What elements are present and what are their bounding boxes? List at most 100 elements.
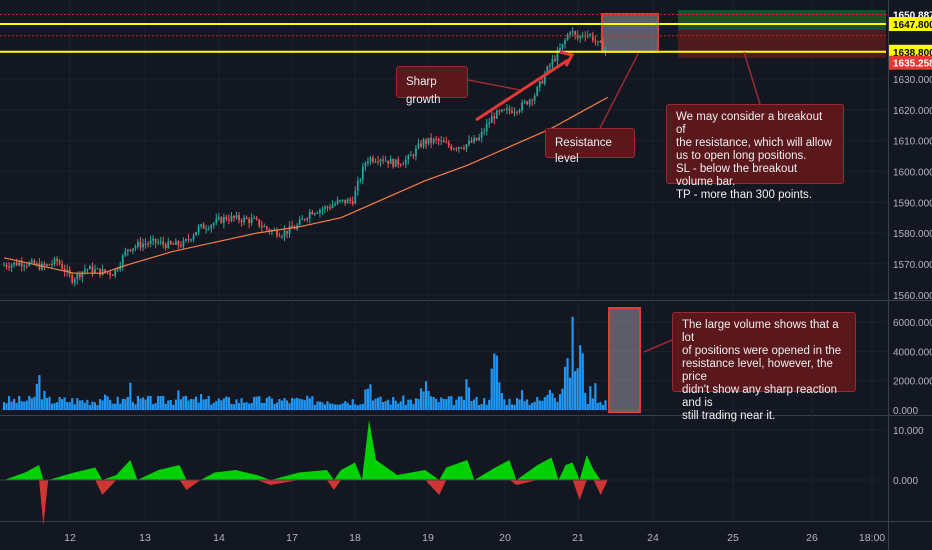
candle-body (99, 268, 101, 276)
volume-bar (210, 404, 213, 410)
candle-body (248, 219, 251, 224)
candle-body (245, 217, 248, 220)
candle-body (235, 215, 238, 218)
volume-bar (177, 390, 180, 410)
volume-bar (55, 402, 59, 410)
volume-bar (422, 391, 425, 410)
volume-bar (467, 387, 471, 410)
candle-body (392, 159, 395, 167)
candle-body (144, 243, 147, 245)
volume-bar (106, 396, 109, 410)
oscillator-tick-label: 0.000 (893, 476, 918, 487)
candle-body (162, 241, 165, 245)
candle-body (13, 262, 16, 265)
volume-bar (447, 396, 450, 410)
candle-body (212, 223, 215, 226)
candle-body (367, 161, 369, 164)
volume-bar (192, 399, 195, 410)
price-label-bg (889, 55, 932, 70)
volume-bar (240, 398, 243, 410)
candle-body (571, 31, 574, 33)
candle-body (137, 241, 139, 247)
candle-body (574, 31, 577, 35)
candle-body (566, 34, 569, 41)
volume-bar (33, 396, 36, 410)
volume-bar (91, 401, 94, 410)
candle-body (420, 143, 422, 147)
volume-bar (263, 402, 266, 410)
volume-bar (194, 396, 198, 410)
candle-body (425, 139, 427, 144)
volume-bar (601, 404, 605, 410)
candle-body (341, 199, 344, 201)
candle-body (86, 269, 89, 271)
volume-bar (526, 399, 529, 410)
candle-body (192, 235, 195, 240)
volume-bar (450, 396, 453, 410)
candle-body (500, 109, 503, 112)
candle-body (331, 205, 334, 208)
volume-bar (71, 398, 74, 410)
candle-body (324, 206, 326, 210)
volume-bar (124, 398, 127, 410)
volume-bar (533, 401, 536, 410)
candle-body (483, 131, 486, 133)
candle-body (253, 217, 256, 219)
volume-bar (594, 383, 597, 410)
volume-bar (20, 401, 23, 410)
candle-body (354, 190, 357, 204)
candle-body (316, 213, 319, 215)
volume-bar (232, 404, 236, 410)
candle-body (83, 269, 86, 272)
volume-bar (579, 345, 582, 410)
candle-body (291, 225, 294, 229)
candle-body (359, 179, 362, 182)
time-tick-label: 21 (572, 532, 584, 544)
candle-body (389, 159, 392, 164)
candle-body (445, 142, 448, 144)
volume-bar (212, 402, 215, 410)
volume-bar (116, 396, 119, 410)
candle-body (265, 226, 268, 230)
volume-bar (384, 401, 387, 410)
volume-bar (2, 402, 6, 410)
candle-body (334, 203, 336, 206)
price-label: 1635.258 (893, 59, 932, 70)
candle-body (276, 230, 278, 236)
candle-body (591, 34, 594, 41)
volume-bar (508, 398, 511, 410)
candle-body (51, 264, 53, 266)
volume-bar (154, 403, 157, 410)
volume-bar (63, 397, 66, 410)
volume-bar (265, 397, 268, 410)
volume-bar (523, 401, 526, 410)
candle-body (106, 272, 109, 274)
volume-bar (96, 405, 99, 410)
candle-body (61, 263, 64, 269)
volume-bar (346, 402, 349, 410)
volume-bar (604, 400, 607, 410)
candle-body (230, 215, 233, 221)
candle-body (551, 59, 554, 66)
candle-body (182, 240, 185, 247)
candle-body (5, 265, 8, 267)
volume-bar (561, 388, 564, 410)
candle-body (33, 260, 36, 265)
volume-bar (399, 401, 402, 410)
volume-bar (541, 400, 544, 410)
highlight-boxes (601, 10, 886, 413)
volume-bar (169, 399, 172, 410)
candle-body (190, 239, 192, 241)
callout-pointer (743, 51, 761, 105)
volume-bar (432, 397, 435, 410)
growth-arrow-head (559, 50, 575, 67)
volume-bar (248, 403, 251, 410)
candle-body (306, 218, 309, 220)
candle-body (66, 269, 69, 272)
volume-bar (351, 399, 354, 410)
volume-bar (48, 396, 51, 410)
volume-bar (13, 398, 16, 410)
volume-bar (242, 402, 246, 410)
candle-body (109, 272, 112, 275)
candle-body (602, 42, 604, 51)
